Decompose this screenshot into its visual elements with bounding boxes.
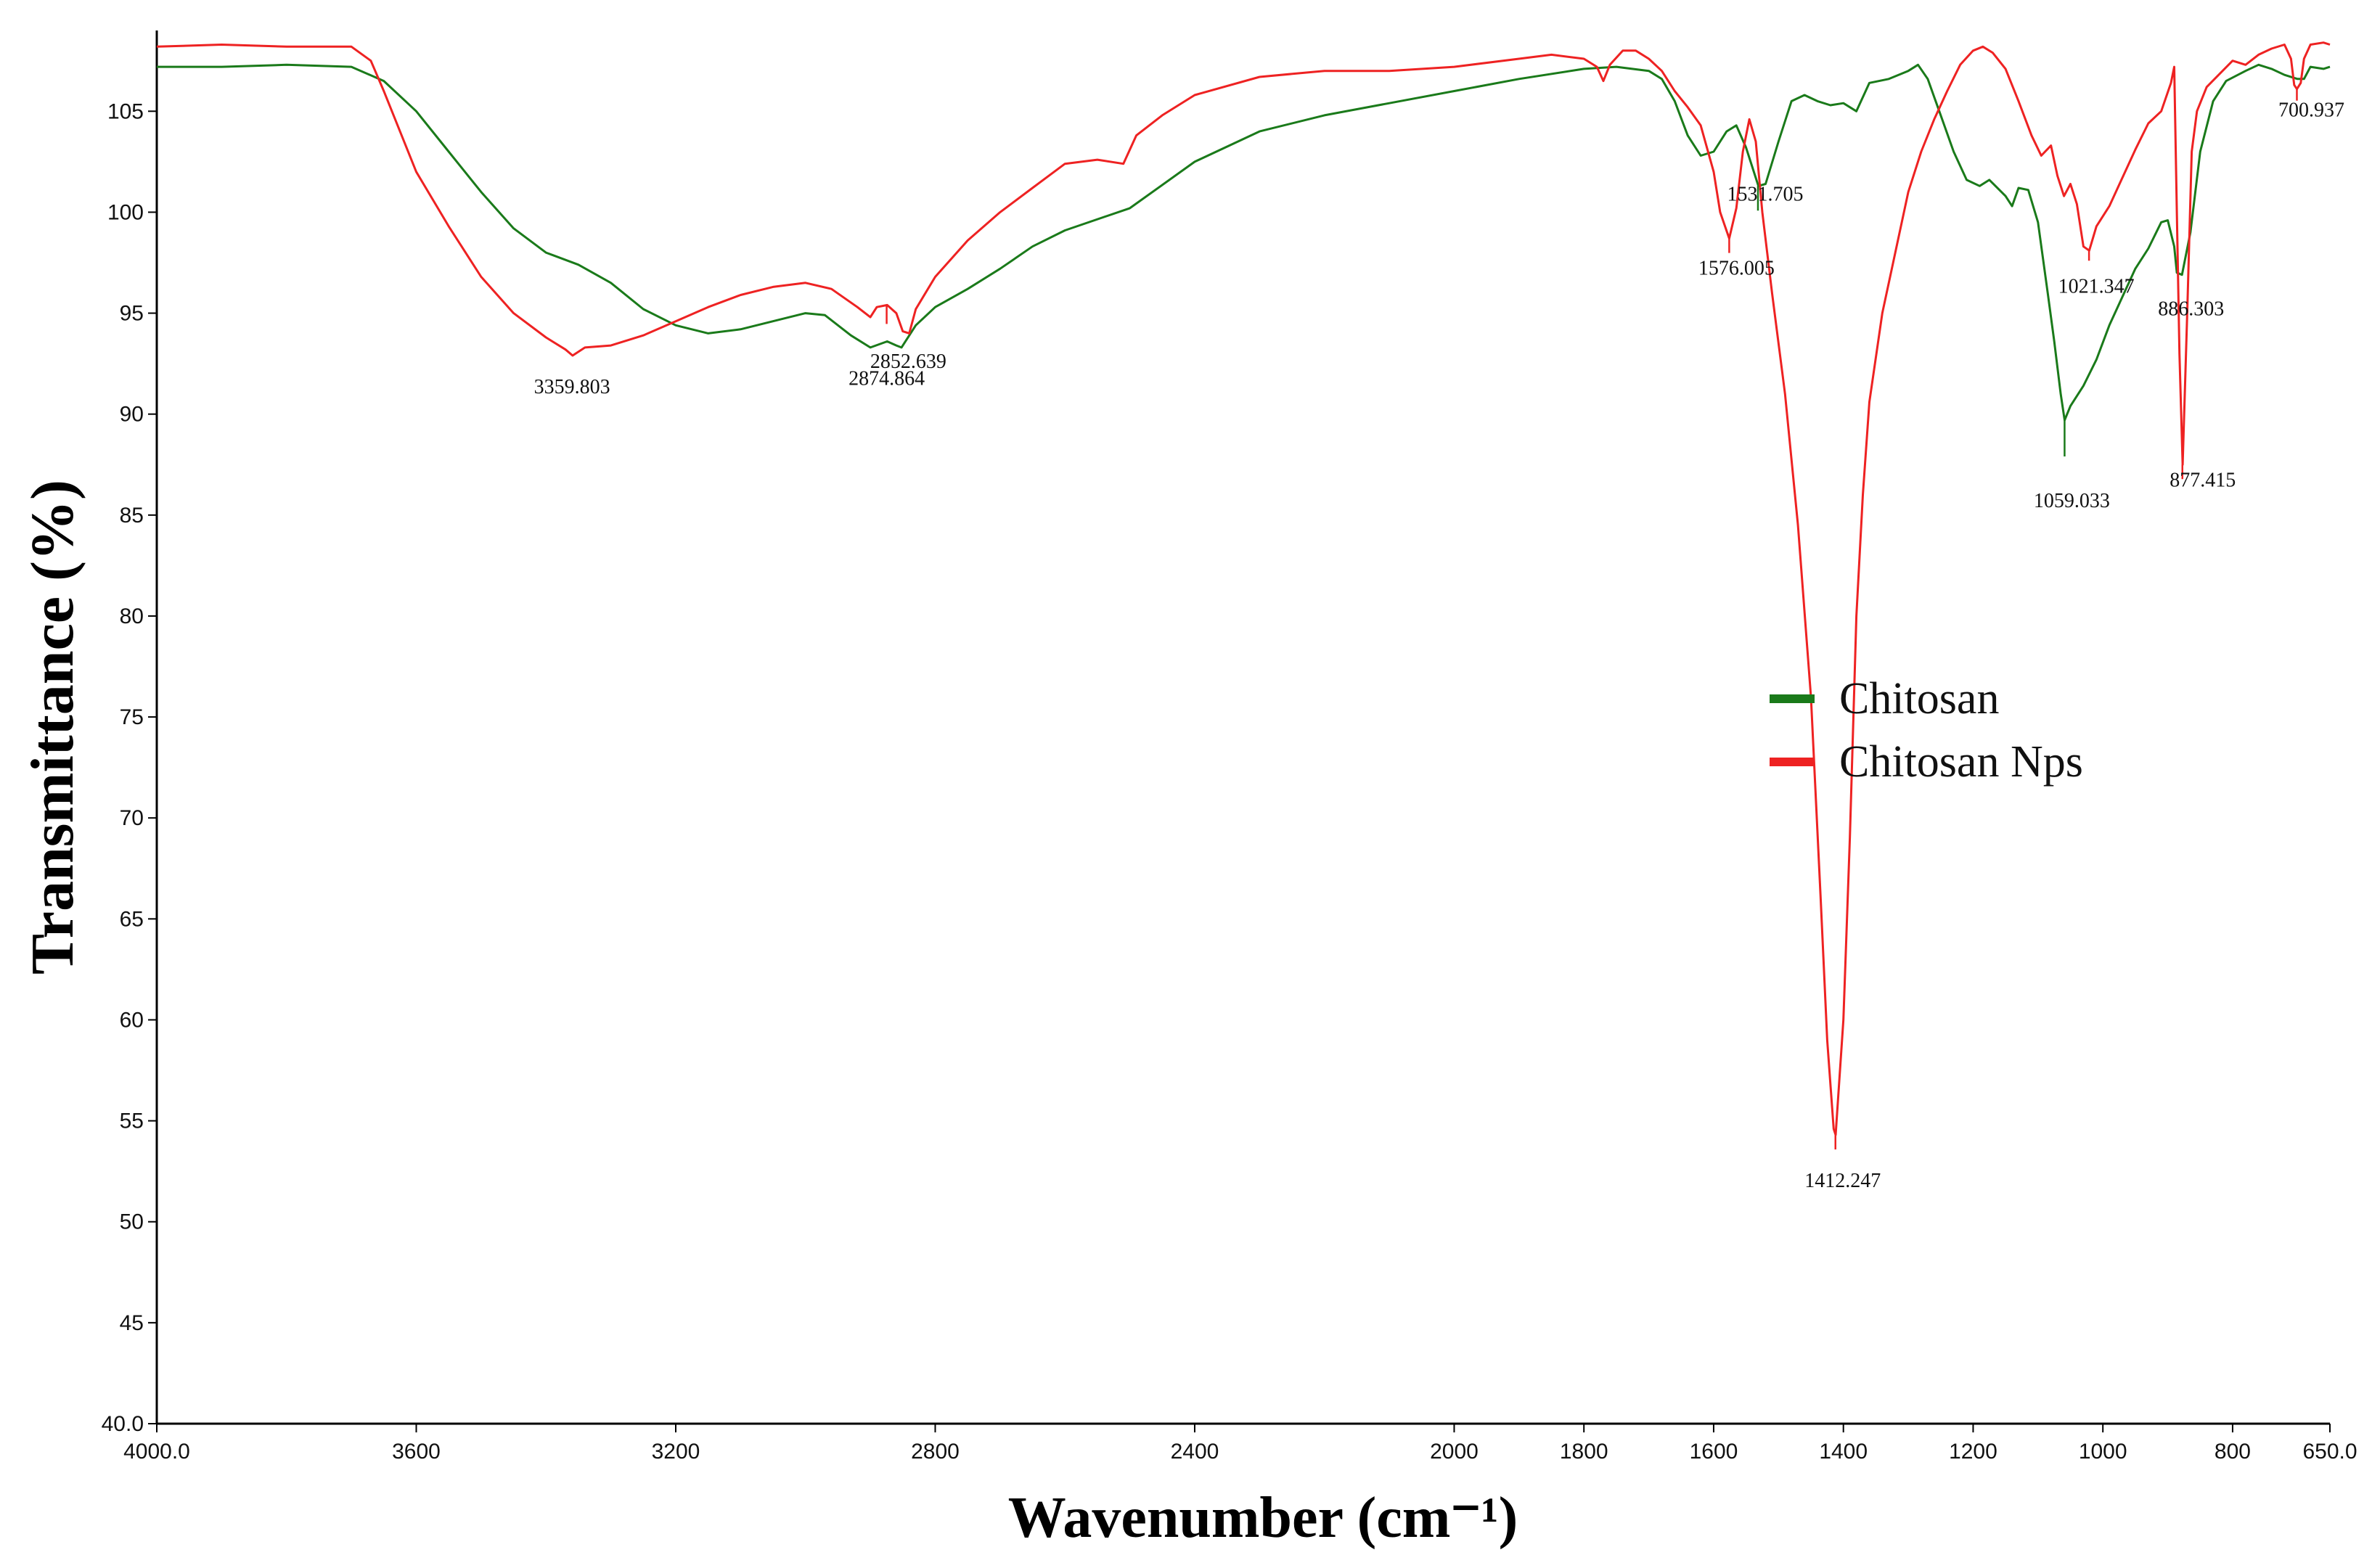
peak-label: 1412.247 bbox=[1804, 1170, 1881, 1192]
x-tick-label: 1600 bbox=[1690, 1440, 1738, 1464]
y-tick-label: 55 bbox=[120, 1109, 144, 1133]
x-tick-label: 3200 bbox=[652, 1440, 700, 1464]
y-tick-label: 75 bbox=[120, 705, 144, 729]
peak-label: 877.415 bbox=[2170, 469, 2236, 491]
peak-label: 2852.639 bbox=[870, 350, 946, 373]
series-line-chitosan-nps bbox=[156, 41, 2331, 1136]
x-tick-label: 1000 bbox=[2079, 1440, 2127, 1464]
y-tick-label: 70 bbox=[120, 806, 144, 830]
peak-label: 886.303 bbox=[2158, 298, 2224, 321]
y-tick-label: 65 bbox=[120, 907, 144, 931]
axes bbox=[155, 30, 2330, 1425]
peak-label: 3359.803 bbox=[534, 376, 610, 398]
y-tick-label: 80 bbox=[120, 604, 144, 628]
x-tick-label: 2800 bbox=[911, 1440, 960, 1464]
y-tick-label: 105 bbox=[107, 99, 144, 123]
y-tick-label: 90 bbox=[120, 403, 144, 427]
peak-label: 1021.347 bbox=[2058, 275, 2135, 298]
x-tick-label: 2400 bbox=[1171, 1440, 1219, 1464]
legend: Chitosan Chitosan Nps bbox=[1770, 674, 2083, 787]
y-ticks: 105 100 95 90 85 80 75 70 65 60 55 50 45 40.0 bbox=[102, 99, 157, 1436]
y-tick-label: 100 bbox=[107, 200, 144, 224]
y-tick-label: 50 bbox=[120, 1210, 144, 1234]
x-tick-label: 1800 bbox=[1560, 1440, 1608, 1464]
peak-label: 2874.864 bbox=[848, 367, 925, 390]
x-tick-label: 650.0 bbox=[2302, 1440, 2357, 1464]
legend-label-chitosan: Chitosan bbox=[1839, 674, 1999, 723]
y-tick-label: 95 bbox=[120, 302, 144, 326]
peak-label: 1531.705 bbox=[1727, 183, 1803, 205]
legend-label-chitosan-nps: Chitosan Nps bbox=[1839, 737, 2083, 787]
y-axis-title: Transmittance (%) bbox=[19, 480, 86, 975]
y-tick-label: 85 bbox=[120, 504, 144, 528]
x-ticks: 4000.0 3600 3200 2800 2400 2000 1800 1600 1400 12… bbox=[123, 1424, 2357, 1464]
series-line-chitosan bbox=[157, 63, 2331, 422]
peak-label: 1576.005 bbox=[1698, 258, 1775, 280]
series-lines bbox=[156, 41, 2331, 1136]
x-axis-title: Wavenumber (cm⁻¹) bbox=[1008, 1486, 1518, 1550]
x-tick-label: 4000.0 bbox=[123, 1440, 190, 1464]
peak-markers bbox=[886, 89, 2298, 1150]
x-tick-label: 2000 bbox=[1430, 1440, 1479, 1464]
y-tick-label: 40.0 bbox=[102, 1412, 144, 1436]
y-tick-label: 45 bbox=[120, 1311, 144, 1335]
peak-label: 700.937 bbox=[2278, 99, 2344, 122]
x-tick-label: 1200 bbox=[1949, 1440, 1997, 1464]
x-tick-label: 1400 bbox=[1819, 1440, 1868, 1464]
x-tick-label: 800 bbox=[2215, 1440, 2251, 1464]
y-tick-label: 60 bbox=[120, 1008, 144, 1032]
x-tick-label: 3600 bbox=[392, 1440, 441, 1464]
peak-label: 1059.033 bbox=[2034, 490, 2110, 512]
